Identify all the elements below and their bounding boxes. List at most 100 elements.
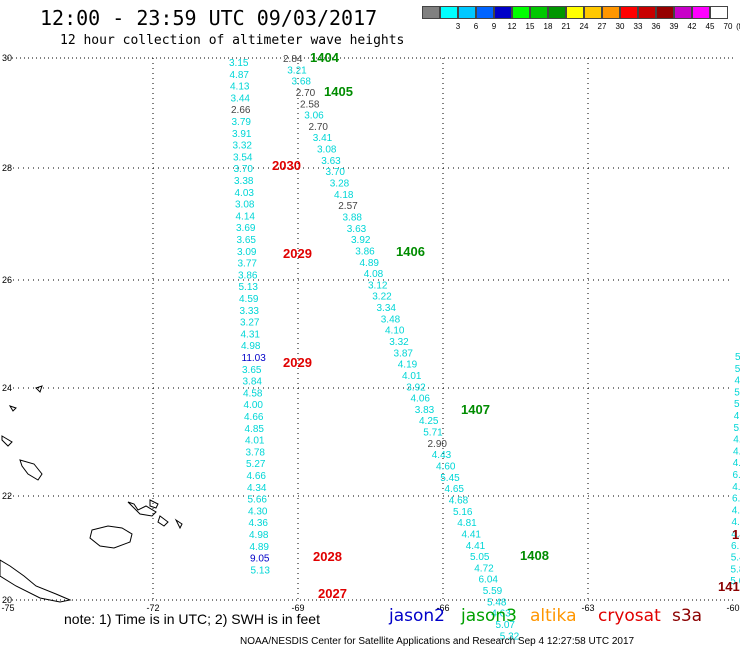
note-line: note: 1) Time is in UTC; 2) SWH is in fe… [64,611,320,627]
lat-tick-label: 24 [2,383,12,393]
legend-swatch [620,6,638,19]
wave-height-value: 3.86 [355,246,375,257]
wave-height-value: 4.18 [334,190,354,201]
legend-swatch [566,6,584,19]
satellite-name: altika [530,606,577,626]
wave-height-value: 5.45 [440,473,460,484]
wave-height-value: 4.30 [248,506,268,517]
wave-height-value: 4.01 [245,436,265,447]
wave-height-value: 4.10 [385,326,405,337]
wave-height-value: 3.32 [389,337,409,348]
legend-swatch [638,6,656,19]
legend-label: 42 [687,22,697,31]
wave-height-value: 4.36 [249,518,269,529]
footer-credit: NOAA/NESDIS Center for Satellite Applica… [240,636,635,647]
wave-height-value: 4.65 [733,446,740,457]
wave-height-value: 5.48 [487,597,507,608]
wave-height-value: 5.2 [734,399,740,410]
page-subtitle: 12 hour collection of altimeter wave hei… [60,33,405,48]
wave-height-value: 4.19 [733,458,740,469]
wave-height-value: 3.86 [238,270,258,281]
wave-height-value: 3.28 [330,179,350,190]
wave-height-value: 4.31 [241,329,261,340]
wave-height-value: 6.19 [733,470,740,481]
legend-swatch [458,6,476,19]
legend-label: 15 [525,22,535,31]
wave-height-value: 3.12 [368,280,388,291]
legend-swatch [692,6,710,19]
island-andros [19,459,43,481]
wave-height-value: 4.01 [402,371,422,382]
pass-number-label: 1404 [310,50,340,65]
legend-label: 9 [491,22,497,31]
wave-height-value: 3.63 [347,224,367,235]
wave-height-value: 5. [734,387,740,398]
wave-height-value: 4.60 [436,462,456,473]
wave-height-value: 3.54 [233,152,253,163]
wave-height-value: 2.70 [296,88,316,99]
wave-height-value: 5. [735,364,740,375]
wave-height-value: 4.89 [250,542,270,553]
wave-height-value: 4.25 [419,416,439,427]
wave-height-value: 4.99 [732,517,740,528]
wave-height-value: 3.70 [234,164,254,175]
legend-swatch [674,6,692,19]
lon-tick-label: -63 [581,603,594,613]
wave-height-value: 3.65 [237,235,257,246]
wave-height-value: 3.38 [234,176,254,187]
wave-height-value: 4.14 [236,211,256,222]
wave-height-value: 3.34 [377,303,397,314]
legend-swatch [422,6,440,19]
wave-height-value: 4. [735,376,740,387]
wave-height-value: 5.84 [731,564,740,575]
lon-tick-label: -66 [436,603,449,613]
wave-height-value: 4.85 [733,435,740,446]
wave-height-value: 2.66 [231,105,251,116]
wave-height-value: 4.89 [732,482,740,493]
legend-swatch [476,6,494,19]
satellite-name: s3a [672,606,703,626]
wave-height-value: 4.41 [466,541,486,552]
wave-height-value: 2.84 [283,54,303,65]
wave-height-value: 5.44 [731,553,740,564]
legend-label: 24 [579,22,589,31]
legend-label: 39 [669,22,679,31]
lat-tick-label: 30 [2,53,12,63]
lon-tick-label: -69 [291,603,304,613]
wave-height-value: 4.59 [239,294,259,305]
wave-height-value: 4.85 [245,424,265,435]
wave-height-value: 3.08 [317,145,337,156]
legend-label: 30 [615,22,625,31]
pass-number-label: 2028 [313,549,342,564]
wave-height-value: 3.92 [351,235,371,246]
lat-tick-label: 28 [2,163,12,173]
wave-height-value: 3.91 [232,129,252,140]
pass-number-label: 1407 [461,402,490,417]
wave-height-value: 4.74 [732,505,740,516]
wave-height-value: 5.16 [453,507,473,518]
wave-height-value: 11.03 [242,353,267,364]
legend-swatch [710,6,728,19]
island-cuba [0,559,72,603]
wave-height-value: 3.21 [287,65,307,76]
legend-label: 6 [473,22,479,31]
wave-height-value: 4.00 [244,400,264,411]
legend-label: 45 [705,22,715,31]
pass-number-label: 1- [732,527,740,542]
legend-label: 70 [723,22,733,31]
legend-swatch [584,6,602,19]
wave-height-value: 3.65 [242,365,262,376]
wave-height-value: 3.88 [343,212,363,223]
page-title: 12:00 - 23:59 UTC 09/03/2017 [40,6,378,30]
legend-label: 18 [543,22,553,31]
wave-height-value: 4.65 [445,484,465,495]
wave-height-value: 3.70 [326,167,346,178]
wave-height-value: 3.92 [406,382,426,393]
island-turks-1 [127,501,157,517]
wave-height-value: 4.34 [247,483,267,494]
wave-height-value: 3.22 [372,292,392,303]
wave-height-value: 4.98 [241,341,261,352]
island-bahamas-3 [35,385,43,393]
wave-height-value: 2.70 [309,122,329,133]
